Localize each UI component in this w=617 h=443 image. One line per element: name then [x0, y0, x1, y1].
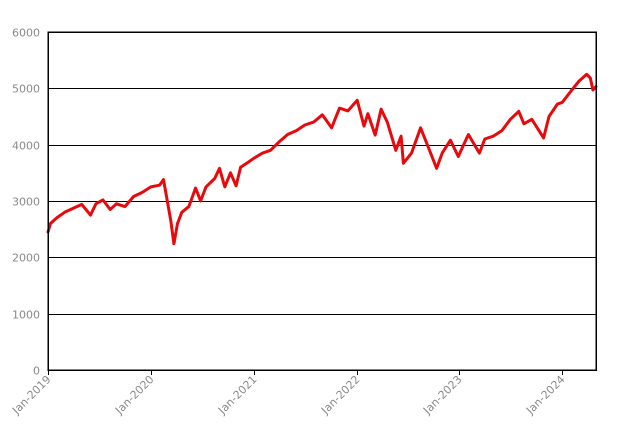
series-line-0	[46, 72, 598, 246]
x-tick-label: Jan-2023	[420, 373, 464, 417]
x-axis-tick-labels: Jan-2019 Jan-2020 Jan-2021 Jan-2022 Jan-2023…	[9, 370, 568, 417]
y-tick-label: 1000	[12, 309, 40, 322]
x-tick-label: Jan-2020	[112, 373, 156, 417]
y-tick-label: 2000	[12, 252, 40, 265]
x-tick-label: Jan-2024	[523, 373, 567, 417]
y-tick-label: 4000	[12, 140, 40, 153]
y-tick-label: 3000	[12, 196, 40, 209]
x-tick-label: Jan-2021	[215, 373, 259, 417]
y-tick-label: 5000	[12, 83, 40, 96]
y-tick-label: 6000	[12, 27, 40, 40]
x-tick-label: Jan-2022	[318, 373, 362, 417]
y-axis-tick-labels: 0 1000 2000 3000 4000 5000 6000	[12, 27, 40, 378]
plot-area-frame	[47, 31, 597, 371]
y-tick-label: 0	[33, 365, 40, 378]
x-tick-label: Jan-2019	[9, 373, 53, 417]
series-layer	[46, 72, 598, 246]
